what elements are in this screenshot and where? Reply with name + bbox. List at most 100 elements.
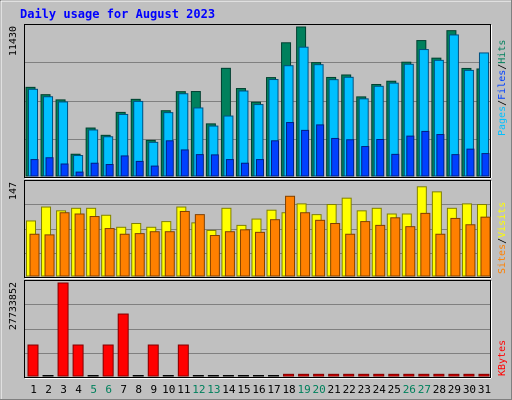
bar-pages [391,153,400,177]
bar-kbytes [57,282,69,377]
bar-pages [376,138,385,177]
day-label: 14 [222,383,236,396]
bar-pages [466,148,475,177]
bar-sites [164,231,175,277]
bar-kbytes [328,373,340,377]
day-label: 29 [448,383,461,396]
day-label: 26 [403,383,416,396]
bar-kbytes [72,344,84,377]
bar-sites [300,212,311,277]
bar-pages [225,159,234,177]
legend-part: / [497,64,508,70]
bar-sites [465,224,476,277]
legend-part: KBytes [497,340,508,376]
bar-pages [436,134,445,177]
bar-kbytes [177,344,189,377]
bar-sites [420,212,431,277]
day-label: 5 [90,383,97,396]
bar-pages [90,162,99,177]
legend-part: Files [497,70,508,100]
bar-pages [301,129,310,177]
legend-top: Pages/Files/Hits [497,40,508,136]
day-label: 1 [30,383,37,396]
day-label: 20 [313,383,326,396]
bar-pages [150,165,159,177]
bar-sites [270,219,281,277]
bar-sites [179,210,190,277]
bar-sites [134,233,145,277]
day-label: 21 [328,383,341,396]
bar-sites [390,217,401,277]
bar-sites [119,233,130,277]
day-label: 30 [463,383,476,396]
legend-part: Visits [497,202,508,238]
bar-sites [254,231,265,277]
day-label: 22 [343,383,356,396]
bar-kbytes [478,373,490,377]
bar-pages [406,135,415,177]
bar-sites [89,216,100,277]
bar-pages [451,154,460,177]
bar-kbytes [102,344,114,377]
bar-sites [239,229,250,277]
bar-pages [271,140,280,177]
bar-kbytes [343,373,355,377]
bar-sites [480,216,491,277]
bar-pages [210,154,219,177]
day-label: 17 [267,383,280,396]
max-label-visits: 147 [8,182,19,200]
bar-kbytes [147,344,159,377]
bar-kbytes [27,344,39,377]
bar-kbytes [388,373,400,377]
bar-pages [421,130,430,177]
bar-sites [74,213,85,277]
legend-part: Sites [497,244,508,274]
bar-pages [105,164,114,177]
legend-part: Pages [497,106,508,136]
legend-bottom: KBytes [497,340,508,376]
max-label-hits: 11430 [8,26,19,56]
bar-pages [60,163,69,177]
day-label: 4 [75,383,82,396]
legend-part: Hits [497,40,508,64]
bar-kbytes [313,373,325,377]
day-label: 10 [162,383,175,396]
bar-sites [345,233,356,277]
legend-part: / [497,238,508,244]
day-label: 18 [282,383,295,396]
chart-title: Daily usage for August 2023 [20,7,215,21]
day-label: 8 [135,383,142,396]
day-label: 2 [45,383,52,396]
bar-kbytes [403,373,415,377]
day-label: 25 [388,383,401,396]
bar-kbytes [448,373,460,377]
bar-sites [405,226,416,277]
day-label: 6 [105,383,112,396]
bar-kbytes [283,373,295,377]
bar-kbytes [298,373,310,377]
bar-pages [331,137,340,177]
bar-kbytes [373,373,385,377]
bar-pages [361,146,370,177]
bar-kbytes [117,313,129,377]
bar-pages [135,160,144,177]
bar-sites [315,219,326,277]
bar-kbytes [463,373,475,377]
bar-sites [44,234,55,277]
bar-sites [104,228,115,277]
day-label: 19 [297,383,310,396]
bar-pages [346,139,355,177]
max-label-kbytes: 27733852 [8,282,19,330]
bar-pages [195,154,204,177]
day-label: 24 [373,383,387,396]
day-label: 12 [192,383,205,396]
bar-pages [255,159,264,177]
bar-sites [59,212,70,277]
bar-sites [194,214,205,277]
bar-kbytes [418,373,430,377]
bar-pages [165,140,174,177]
day-label: 16 [252,383,265,396]
day-label: 15 [237,383,250,396]
bar-pages [45,157,54,177]
